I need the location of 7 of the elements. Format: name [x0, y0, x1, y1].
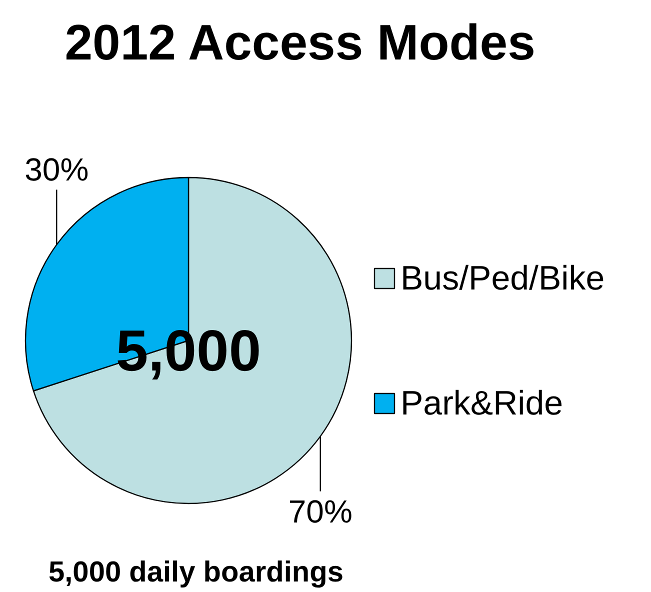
text: 5,000	[116, 318, 262, 384]
legend-label: Bus/Ped/Bike	[400, 260, 605, 298]
data-label: 30%	[24, 152, 89, 188]
chart-title: 2012 Access Modes	[64, 14, 536, 70]
text: 5,000 daily boardings	[48, 556, 344, 588]
data-label: 70%	[288, 493, 352, 530]
legend-label: Park&Ride	[400, 384, 564, 422]
